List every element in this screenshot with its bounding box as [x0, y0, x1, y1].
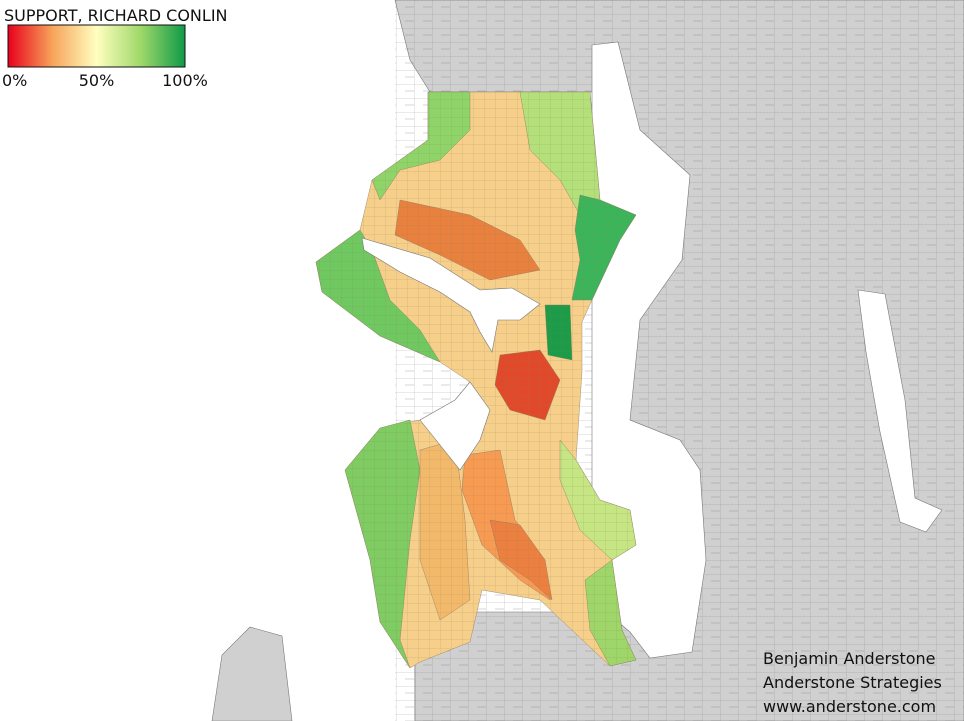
legend-title: SUPPORT, RICHARD CONLIN [4, 6, 228, 25]
legend-tick-label: 100% [162, 71, 208, 90]
credit-line: www.anderstone.com [763, 697, 936, 716]
credit-line: Benjamin Anderstone [763, 649, 936, 668]
legend-tick-label: 50% [79, 71, 115, 90]
credits: Benjamin Anderstone Anderstone Strategies… [763, 649, 942, 716]
lakes [591, 41, 943, 659]
legend-bar [7, 24, 186, 68]
seattle-precincts [315, 91, 637, 669]
credit-line: Anderstone Strategies [763, 673, 942, 692]
legend: SUPPORT, RICHARD CONLIN 0% 50% 100% [2, 6, 228, 90]
legend-tick-label: 0% [2, 71, 27, 90]
